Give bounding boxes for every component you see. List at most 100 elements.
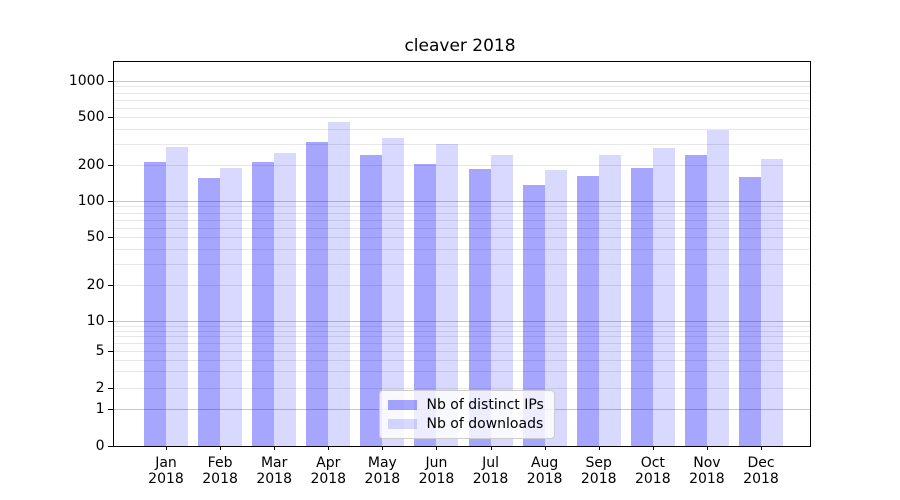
y-tick-mark	[107, 284, 113, 286]
gridline-major	[113, 201, 810, 202]
y-tick-mark	[107, 164, 113, 166]
y-tick-mark	[107, 117, 113, 119]
y-tick-mark	[107, 445, 113, 447]
x-tick-label: Oct 2018	[634, 454, 671, 487]
gridline-minor	[113, 387, 810, 389]
plot-area: 1000 500 200 100 50 20 10 5 2 1 0 Jan 2018 Feb 2018 Ma…	[69, 60, 811, 487]
gridline-minor	[113, 117, 810, 119]
gridline-minor	[113, 330, 810, 332]
gridline-major	[113, 321, 810, 322]
gridline-minor	[113, 359, 810, 361]
y-tick-mark	[107, 387, 113, 389]
x-tick-label: Jul 2018	[472, 454, 509, 487]
bar-downloads-may	[382, 138, 405, 446]
bar-distinct-ips-jul	[468, 169, 491, 446]
x-tick-label: Dec 2018	[743, 454, 779, 487]
gridline-minor	[113, 227, 810, 229]
bar-distinct-ips-apr	[306, 141, 329, 446]
x-tick-mark	[544, 445, 546, 450]
x-tick-mark	[652, 445, 654, 450]
bar-downloads-aug	[544, 170, 567, 446]
x-tick-mark	[274, 445, 276, 450]
y-tick-label: 2	[95, 379, 105, 396]
bar-downloads-apr	[328, 122, 351, 446]
bar-distinct-ips-mar	[252, 161, 275, 446]
x-tick-mark	[328, 445, 330, 450]
gridline-minor	[113, 143, 810, 145]
y-tick-mark	[107, 409, 113, 410]
y-tick-mark	[107, 321, 113, 322]
gridline-minor	[113, 128, 810, 130]
x-tick-mark	[706, 445, 708, 450]
y-tick-label: 200	[77, 156, 105, 173]
x-tick-mark	[436, 445, 438, 450]
legend-entry-downloads: Nb of downloads	[387, 415, 544, 432]
x-tick-label: May 2018	[364, 454, 401, 487]
legend: Nb of distinct IPs Nb of downloads	[378, 389, 555, 439]
gridline-minor	[113, 219, 810, 221]
gridline-minor	[113, 351, 810, 352]
gridline-minor	[113, 371, 810, 373]
legend-entry-distinct-ips: Nb of distinct IPs	[387, 396, 544, 413]
bar-downloads-jul	[490, 154, 513, 446]
gridline-minor	[113, 263, 810, 265]
gridline-minor	[113, 248, 810, 250]
gridline-minor	[113, 206, 810, 208]
y-tick-mark	[107, 237, 113, 239]
x-tick-mark	[166, 445, 167, 450]
legend-swatch-distinct-ips-icon	[387, 399, 417, 410]
bar-distinct-ips-dec	[738, 176, 761, 446]
x-tick-label: Jun 2018	[418, 454, 455, 487]
y-tick-label: 20	[86, 276, 105, 293]
x-tick-label: Aug 2018	[526, 454, 563, 487]
bar-downloads-jun	[436, 143, 459, 446]
y-tick-label: 0	[95, 437, 105, 454]
y-tick-label: 10	[86, 313, 105, 329]
y-tick-label: 1	[95, 401, 105, 417]
gridline-minor	[113, 107, 810, 109]
gridline-minor	[113, 343, 810, 345]
bar-distinct-ips-sep	[576, 175, 599, 446]
bar-downloads-sep	[598, 154, 621, 446]
bar-distinct-ips-feb	[198, 178, 221, 446]
x-tick-label: Mar 2018	[256, 454, 292, 487]
bar-downloads-jan	[166, 146, 188, 446]
x-tick-label: Jan 2018	[148, 454, 184, 487]
y-tick-mark	[107, 351, 113, 352]
bar-distinct-ips-nov	[684, 154, 707, 446]
bar-distinct-ips-jun	[414, 163, 437, 446]
bar-downloads-nov	[706, 130, 729, 446]
legend-label-distinct-ips: Nb of distinct IPs	[426, 396, 544, 413]
y-tick-label: 50	[86, 229, 105, 246]
bar-distinct-ips-may	[360, 154, 383, 446]
y-tick-mark	[107, 81, 113, 82]
bar-distinct-ips-oct	[630, 167, 653, 446]
bar-downloads-dec	[760, 158, 783, 446]
bar-downloads-oct	[652, 147, 675, 446]
gridline-minor	[113, 336, 810, 338]
gridline-minor	[113, 99, 810, 101]
bar-distinct-ips-aug	[522, 184, 545, 446]
gridline-minor	[113, 284, 810, 286]
chart-title: cleaver 2018	[404, 36, 516, 56]
legend-swatch-downloads-icon	[387, 418, 417, 429]
y-tick-label: 5	[95, 343, 105, 359]
y-tick-label: 100	[77, 193, 105, 209]
x-tick-label: Feb 2018	[202, 454, 238, 487]
bar-downloads-feb	[220, 167, 243, 446]
bar-distinct-ips-jan	[144, 161, 166, 446]
x-tick-mark	[598, 445, 600, 450]
y-tick-label: 500	[77, 109, 105, 126]
gridline-minor	[113, 325, 810, 327]
legend-label-downloads: Nb of downloads	[426, 415, 544, 432]
bar-downloads-mar	[274, 152, 297, 446]
x-tick-mark	[382, 445, 384, 450]
gridline-major	[113, 81, 810, 82]
x-tick-label: Sep 2018	[580, 454, 617, 487]
x-tick-mark	[220, 445, 222, 450]
gridline-minor	[113, 212, 810, 214]
y-tick-mark	[107, 201, 113, 202]
x-tick-mark	[760, 445, 762, 450]
gridline-minor	[113, 86, 810, 88]
